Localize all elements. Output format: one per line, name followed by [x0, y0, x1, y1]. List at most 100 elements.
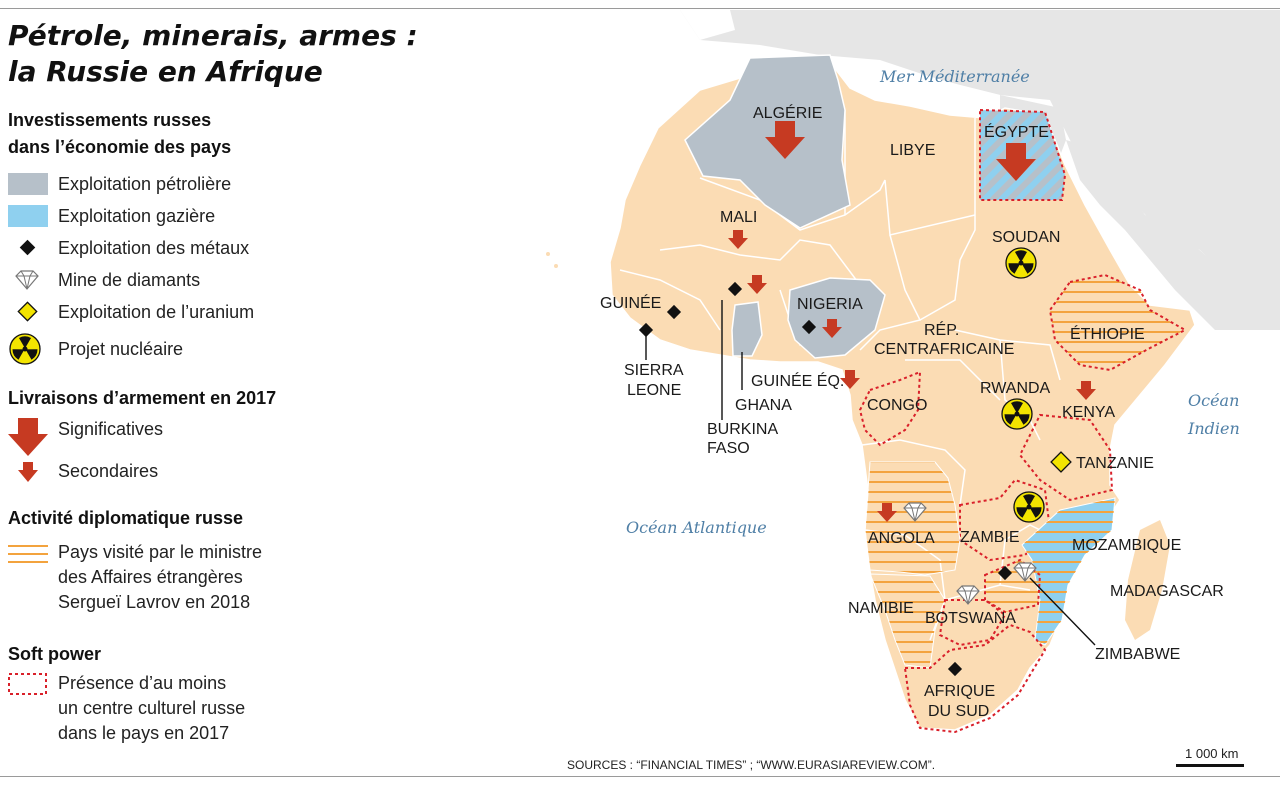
legend-soft-line-1: Présence d’au moins	[58, 673, 227, 693]
label-nigeria: NIGERIA	[797, 296, 863, 313]
madagascar-land	[1125, 520, 1170, 640]
label-congo: CONGO	[867, 397, 927, 414]
legend-diplo-line-2: des Affaires étrangères	[58, 567, 243, 587]
radiation-icon	[9, 333, 41, 365]
tanzania-culture	[1018, 413, 1114, 502]
nuclear-zambie	[1013, 491, 1045, 523]
oil-swatch	[8, 173, 48, 195]
south-africa-culture	[903, 623, 1047, 734]
label-sierra-2: LEONE	[627, 382, 681, 399]
label-madagascar: MADAGASCAR	[1110, 583, 1224, 600]
legend-item-gas: Exploitation gazière	[8, 203, 338, 229]
algeria-oil	[684, 54, 851, 229]
arrow-down-large-icon	[8, 418, 48, 456]
nigeria-oil	[787, 277, 886, 359]
legend-label-nuclear: Projet nucléaire	[58, 339, 184, 359]
congo-culture	[858, 370, 922, 447]
legend-item-nuclear: Projet nucléaire	[8, 333, 338, 365]
label-rwanda: RWANDA	[980, 380, 1051, 397]
label-ghana: GHANA	[735, 397, 792, 414]
label-algerie: ALGÉRIE	[753, 103, 822, 122]
sea-indian-2: Indien	[1187, 419, 1240, 438]
leader-lines	[645, 300, 1096, 646]
legend-diplo-line-3: Sergueï Lavrov en 2018	[58, 592, 251, 612]
black-diamond-icon	[19, 239, 36, 256]
legend-heading-soft: Soft power	[8, 644, 101, 664]
label-guinee-eq: GUINÉE ÉQ.	[751, 371, 844, 390]
islet	[546, 252, 550, 256]
map-title: Pétrole, minerais, armes : la Russie en …	[8, 18, 478, 90]
legend-item-soft: Présence d’au moins un centre culturel r…	[8, 671, 338, 751]
bottom-rule	[0, 776, 1280, 777]
label-guinee: GUINÉE	[600, 293, 661, 312]
legend-heading-diplo: Activité diplomatique russe	[8, 508, 244, 528]
label-libye: LIBYE	[890, 142, 935, 159]
label-mali: MALI	[720, 209, 757, 226]
sea-mediterranean: Mer Méditerranée	[879, 67, 1030, 86]
label-botswana: BOTSWANA	[925, 610, 1016, 627]
sources-credit: SOURCES : “FINANCIAL TIMES” ; “WWW.EURAS…	[567, 758, 936, 772]
sea-indian-1: Océan	[1188, 391, 1239, 410]
legend-label-arms-minor: Secondaires	[58, 461, 159, 481]
mozambique-visited	[1022, 498, 1115, 645]
legend-item-arms-major: Significatives	[8, 416, 338, 456]
nuclear-soudan	[1005, 247, 1037, 279]
stripes-swatch	[8, 545, 48, 563]
legend-label-arms-major: Significatives	[58, 419, 164, 439]
dotted-border-swatch	[8, 673, 47, 695]
title-line-2: la Russie en Afrique	[8, 55, 323, 88]
label-zimbabwe: ZIMBABWE	[1095, 646, 1180, 663]
label-afrique-sud-1: AFRIQUE	[924, 683, 995, 700]
sea-atlantic: Océan Atlantique	[626, 518, 767, 537]
nuclear-rwanda	[1001, 398, 1033, 430]
label-burkina-2: FASO	[707, 440, 750, 457]
legend-item-metals: Exploitation des métaux	[8, 235, 338, 261]
label-kenya: KENYA	[1062, 404, 1115, 421]
legend-soft-text: Présence d’au moins un centre culturel r…	[58, 671, 245, 746]
gas-swatch	[8, 205, 48, 227]
label-namibie: NAMIBIE	[848, 600, 914, 617]
label-rca-1: RÉP.	[924, 320, 959, 339]
legend-label-metals: Exploitation des métaux	[58, 238, 250, 258]
label-ethiopie: ÉTHIOPIE	[1070, 324, 1145, 343]
label-mozambique: MOZAMBIQUE	[1072, 537, 1181, 554]
legend-heading-investments-1: Investissements russes	[8, 110, 212, 130]
islet	[554, 264, 558, 268]
ghana-oil	[731, 301, 763, 357]
botswana-culture	[938, 599, 1007, 647]
ethiopia-visited	[1048, 273, 1188, 372]
label-egypte: ÉGYPTE	[984, 122, 1049, 141]
arrow-down-small-icon	[18, 462, 38, 482]
label-sierra-1: SIERRA	[624, 362, 684, 379]
legend-label-diamonds: Mine de diamants	[58, 270, 201, 290]
legend-soft-line-2: un centre culturel russe	[58, 698, 246, 718]
label-rca-2: CENTRAFRICAINE	[874, 341, 1014, 358]
legend-label-oil: Exploitation pétrolière	[58, 174, 232, 194]
legend-label-gas: Exploitation gazière	[58, 206, 216, 226]
scale-label: 1 000 km	[1185, 746, 1239, 761]
legend-item-diamonds: Mine de diamants	[8, 267, 338, 293]
legend-heading-arms: Livraisons d’armement en 2017	[8, 388, 277, 408]
title-line-1: Pétrole, minerais, armes :	[8, 19, 418, 52]
label-zambie: ZAMBIE	[960, 529, 1020, 546]
label-burkina-1: BURKINA	[707, 421, 778, 438]
legend-diplo-text: Pays visité par le ministre des Affaires…	[58, 540, 262, 615]
label-tanzanie: TANZANIE	[1076, 455, 1154, 472]
legend-item-uranium: Exploitation de l’uranium	[8, 299, 338, 325]
zambia-culture	[959, 478, 1052, 562]
legend-item-arms-minor: Secondaires	[8, 458, 338, 484]
top-rule	[0, 8, 1280, 9]
legend-label-uranium: Exploitation de l’uranium	[58, 302, 255, 322]
scale-bar	[1176, 764, 1244, 767]
legend-item-oil: Exploitation pétrolière	[8, 171, 338, 197]
legend-soft-line-3: dans le pays en 2017	[58, 723, 230, 743]
legend-item-diplo: Pays visité par le ministre des Affaires…	[8, 540, 338, 620]
label-soudan: SOUDAN	[992, 229, 1060, 246]
legend-diplo-line-1: Pays visité par le ministre	[58, 542, 263, 562]
gem-icon	[15, 270, 39, 290]
legend-heading-investments-2: dans l’économie des pays	[8, 137, 232, 157]
yellow-diamond-icon	[17, 301, 38, 322]
label-afrique-sud-2: DU SUD	[928, 703, 989, 720]
label-angola: ANGOLA	[868, 530, 935, 547]
